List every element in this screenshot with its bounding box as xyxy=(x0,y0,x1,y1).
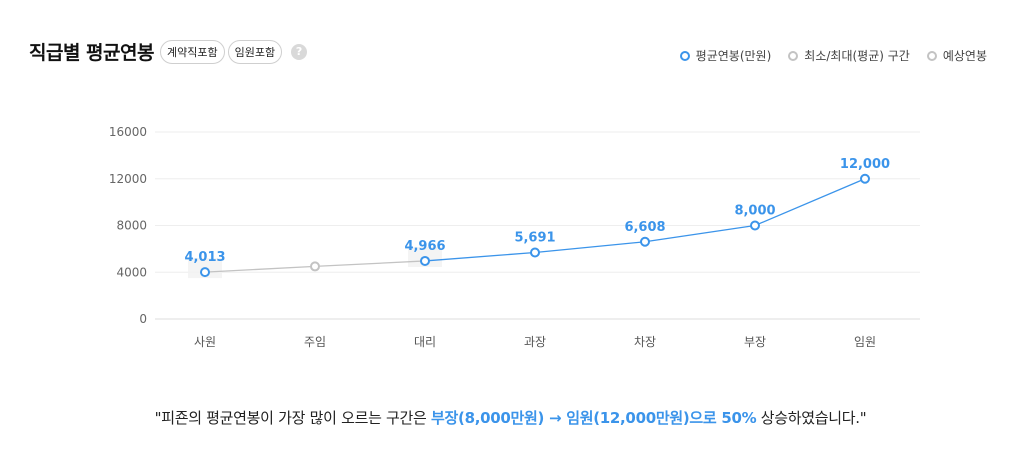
data-point xyxy=(640,236,650,247)
data-label: 8,000 xyxy=(734,204,775,219)
data-point xyxy=(860,173,870,184)
data-label: 12,000 xyxy=(840,157,890,172)
summary-highlight: 부장(8,000만원) → 임원(12,000만원)으로 50% xyxy=(431,409,757,427)
y-tick-label: 12000 xyxy=(109,172,147,186)
series-line-segment xyxy=(204,265,316,273)
question-icon[interactable]: ? xyxy=(291,43,308,60)
legend-label-average: 평균연봉(만원) xyxy=(695,49,772,63)
legend-label-expected: 예상연봉 xyxy=(942,49,987,63)
y-tick-label: 4000 xyxy=(116,265,147,279)
legend-marker-range xyxy=(788,50,799,61)
series-line-segment xyxy=(644,224,756,243)
data-point xyxy=(750,220,760,231)
legend-item-average: 평균연봉(만원) xyxy=(679,47,772,64)
data-point xyxy=(200,267,210,278)
legend-item-expected: 예상연봉 xyxy=(926,47,987,64)
x-tick-label: 과장 xyxy=(524,335,546,349)
executive-included-chip[interactable]: 임원포함 xyxy=(227,39,283,64)
chart-legend: 평균연봉(만원) 최소/최대(평균) 구간 예상연봉 xyxy=(663,47,987,64)
legend-label-range: 최소/최대(평균) 구간 xyxy=(804,49,910,63)
series-line-segment xyxy=(424,251,536,262)
chart-header: 직급별 평균연봉 계약직포함 임원포함 ? xyxy=(29,38,308,65)
legend-marker-expected xyxy=(926,50,937,61)
y-tick-label: 16000 xyxy=(109,125,147,139)
x-tick-label: 임원 xyxy=(854,335,876,349)
summary-text: "피죤의 평균연봉이 가장 많이 오르는 구간은 부장(8,000만원) → 임… xyxy=(0,407,1021,428)
data-point xyxy=(420,255,430,266)
data-label: 4,013 xyxy=(184,250,225,265)
data-point xyxy=(310,261,320,272)
data-label: 5,691 xyxy=(514,230,555,245)
summary-suffix: 상승하였습니다." xyxy=(756,409,867,427)
x-tick-label: 주임 xyxy=(304,335,326,349)
legend-item-range: 최소/최대(평균) 구간 xyxy=(788,47,910,64)
page-title: 직급별 평균연봉 xyxy=(29,42,154,64)
x-tick-label: 차장 xyxy=(634,335,656,349)
data-point xyxy=(530,247,540,258)
data-label: 6,608 xyxy=(624,220,665,235)
x-tick-label: 사원 xyxy=(194,335,216,349)
series-line-segment xyxy=(314,260,426,268)
data-label: 4,966 xyxy=(404,239,445,254)
summary-prefix: "피죤의 평균연봉이 가장 많이 오르는 구간은 xyxy=(154,409,432,427)
y-tick-label: 0 xyxy=(139,312,147,326)
legend-marker-average xyxy=(679,50,690,61)
series-line-segment xyxy=(754,178,866,227)
series-line-segment xyxy=(534,241,646,254)
x-tick-label: 부장 xyxy=(744,335,766,349)
y-tick-label: 8000 xyxy=(116,219,147,233)
contract-included-chip[interactable]: 계약직포함 xyxy=(159,39,225,64)
x-tick-label: 대리 xyxy=(414,335,436,349)
